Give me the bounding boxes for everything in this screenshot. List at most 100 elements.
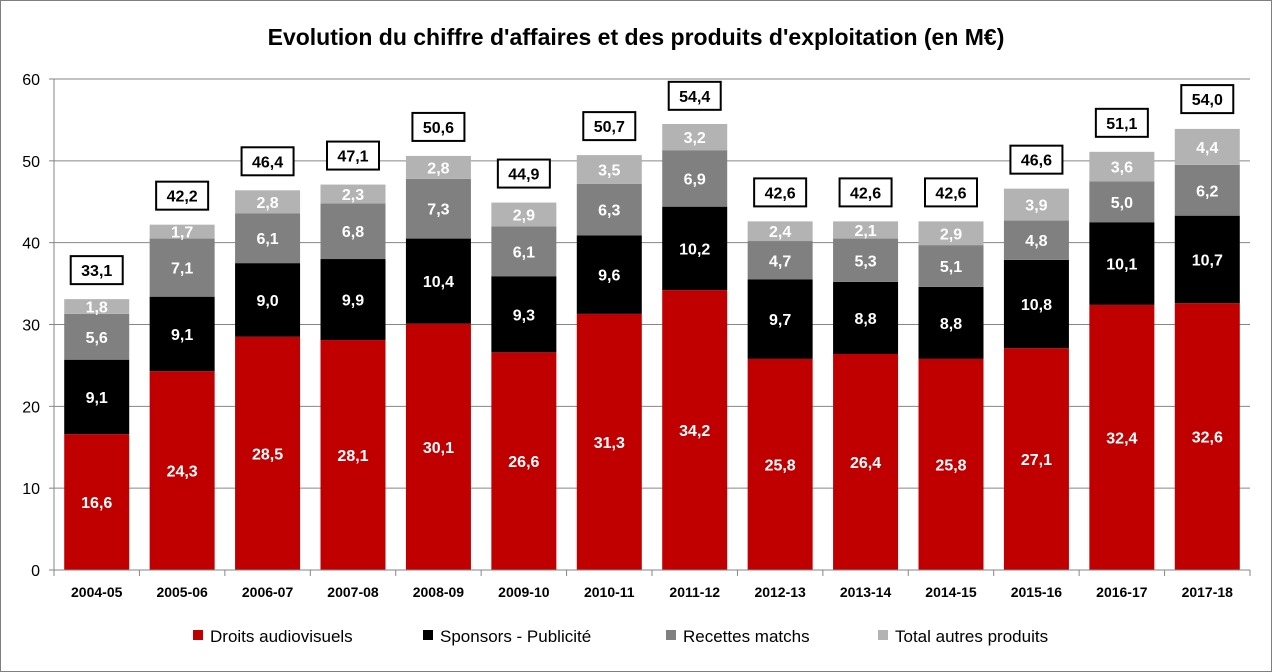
legend-label: Total autres produits [895,627,1048,646]
total-box [1094,107,1149,138]
total-box [240,146,295,177]
data-label: 34,2 [679,423,710,440]
bar-segment [1174,128,1240,165]
bar-segment [320,259,386,341]
x-tick-label: 2006-07 [242,584,294,600]
y-tick-label: 10 [22,481,40,498]
data-label: 3,5 [598,162,620,179]
data-label: 10,7 [1192,252,1223,269]
gridlines [54,78,1250,489]
legend-swatch [193,630,203,640]
bar-segment [662,150,728,207]
data-label: 10,2 [679,241,710,258]
data-label: 9,3 [513,307,535,324]
total-label: 54,4 [679,89,710,106]
data-label: 6,2 [1196,183,1218,200]
bar-segment [833,353,899,570]
x-tick-label: 2007-08 [327,584,379,600]
bar-segment [405,155,471,179]
data-label: 28,1 [337,448,368,465]
data-label: 8,8 [940,316,962,333]
data-label: 2,1 [854,223,876,240]
data-label: 3,6 [1111,160,1133,177]
data-label: 3,9 [1025,198,1047,215]
bar-segment [576,235,642,314]
bar-segment [662,290,728,570]
total-box [155,180,210,211]
bar-segment [1003,348,1069,570]
bar-segment [662,206,728,291]
data-label: 32,4 [1106,430,1137,447]
total-box [582,111,637,142]
total-box [69,255,124,286]
legend-label: Droits audiovisuels [210,627,353,646]
data-label: 32,6 [1192,430,1223,447]
bar-segment [1174,303,1240,570]
data-label: 9,9 [342,293,364,310]
data-label: 6,8 [342,224,364,241]
data-label: 6,3 [598,203,620,220]
bar-segment [1003,259,1069,349]
data-label: 10,1 [1106,257,1137,274]
data-label: 10,8 [1021,297,1052,314]
x-tick-label: 2013-14 [840,584,892,600]
bar-segment [149,224,215,239]
bar-segment [491,226,557,277]
bar-segment [918,245,984,287]
bar-segment [235,336,301,570]
data-label: 7,1 [171,261,193,278]
bar-segment [64,299,130,314]
y-tick-label: 50 [22,154,40,171]
bars: 16,6 9,1 5,6 1,8 33,1 24,3 9,1 7,1 1,7 42,2 28,5 9,… [64,80,1240,570]
bar-segment [576,313,642,570]
data-label: 9,1 [86,390,108,407]
bar-segment [1089,151,1155,182]
total-box [411,111,466,142]
data-label: 9,0 [256,293,278,310]
data-label: 2,4 [769,224,791,241]
data-label: 2,8 [256,195,278,212]
data-label: 9,1 [171,327,193,344]
bar-segment [833,221,899,239]
total-label: 46,6 [1021,153,1052,170]
total-box [1180,84,1235,115]
bar-segment [149,371,215,570]
total-label: 33,1 [81,263,112,280]
bar-segment [1174,164,1240,216]
total-label: 46,4 [252,154,283,171]
x-tick-label: 2017-18 [1182,584,1234,600]
total-label: 42,6 [935,185,966,202]
x-tick-label: 2015-16 [1011,584,1063,600]
total-label: 51,1 [1106,116,1137,133]
data-label: 26,4 [850,455,881,472]
x-tick-label: 2014-15 [925,584,977,600]
data-label: 24,3 [167,464,198,481]
x-axis: 2004-05 2005-06 2006-07 2007-08 2008-09 2009-… [53,569,1251,600]
total-label: 54,0 [1192,92,1223,109]
bar-segment [235,263,301,337]
bar-segment [576,183,642,236]
bar-segment [405,323,471,570]
bar-segment [149,296,215,372]
data-label: 27,1 [1021,452,1052,469]
data-label: 30,1 [423,440,454,457]
bar-segment [491,276,557,353]
y-tick-label: 40 [22,236,40,253]
data-label: 2,3 [342,187,364,204]
data-label: 5,3 [854,253,876,270]
data-label: 5,1 [940,259,962,276]
legend: Droits audiovisuels Sponsors - Publicité R… [193,627,1048,646]
x-tick-label: 2011-12 [669,584,720,600]
data-label: 25,8 [935,457,966,474]
data-label: 6,1 [513,244,535,261]
total-label: 44,9 [508,167,539,184]
data-label: 9,6 [598,268,620,285]
bar-segment [149,238,215,297]
bar-segment [64,313,130,360]
bar-segment [918,286,984,359]
data-label: 1,8 [86,299,108,316]
total-box [1009,144,1064,175]
bar-segment [1003,220,1069,260]
bar-segment [833,238,899,282]
